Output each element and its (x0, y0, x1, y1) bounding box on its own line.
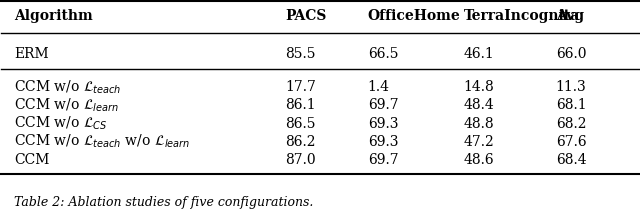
Text: 68.1: 68.1 (556, 98, 586, 112)
Text: 86.2: 86.2 (285, 135, 316, 149)
Text: TerraIncognita: TerraIncognita (463, 9, 580, 23)
Text: CCM w/o $\mathcal{L}_{teach}$: CCM w/o $\mathcal{L}_{teach}$ (14, 78, 122, 96)
Text: 47.2: 47.2 (463, 135, 494, 149)
Text: 48.6: 48.6 (463, 153, 494, 167)
Text: 86.5: 86.5 (285, 117, 316, 131)
Text: 87.0: 87.0 (285, 153, 316, 167)
Text: 46.1: 46.1 (463, 47, 494, 61)
Text: 66.5: 66.5 (368, 47, 398, 61)
Text: 86.1: 86.1 (285, 98, 316, 112)
Text: Avg: Avg (556, 9, 584, 23)
Text: 11.3: 11.3 (556, 80, 586, 94)
Text: 69.7: 69.7 (368, 153, 399, 167)
Text: 17.7: 17.7 (285, 80, 316, 94)
Text: 68.2: 68.2 (556, 117, 586, 131)
Text: 67.6: 67.6 (556, 135, 586, 149)
Text: Algorithm: Algorithm (14, 9, 93, 23)
Text: 85.5: 85.5 (285, 47, 316, 61)
Text: 14.8: 14.8 (463, 80, 494, 94)
Text: ERM: ERM (14, 47, 49, 61)
Text: Table 2: Ablation studies of five configurations.: Table 2: Ablation studies of five config… (14, 196, 314, 209)
Text: 48.4: 48.4 (463, 98, 494, 112)
Text: 69.7: 69.7 (368, 98, 399, 112)
Text: CCM w/o $\mathcal{L}_{learn}$: CCM w/o $\mathcal{L}_{learn}$ (14, 97, 119, 114)
Text: CCM: CCM (14, 153, 49, 167)
Text: 69.3: 69.3 (368, 117, 398, 131)
Text: OfficeHome: OfficeHome (368, 9, 461, 23)
Text: PACS: PACS (285, 9, 326, 23)
Text: CCM w/o $\mathcal{L}_{teach}$ w/o $\mathcal{L}_{learn}$: CCM w/o $\mathcal{L}_{teach}$ w/o $\math… (14, 133, 190, 151)
Text: 1.4: 1.4 (368, 80, 390, 94)
Text: 66.0: 66.0 (556, 47, 586, 61)
Text: CCM w/o $\mathcal{L}_{CS}$: CCM w/o $\mathcal{L}_{CS}$ (14, 115, 108, 132)
Text: 68.4: 68.4 (556, 153, 586, 167)
Text: 48.8: 48.8 (463, 117, 494, 131)
Text: 69.3: 69.3 (368, 135, 398, 149)
